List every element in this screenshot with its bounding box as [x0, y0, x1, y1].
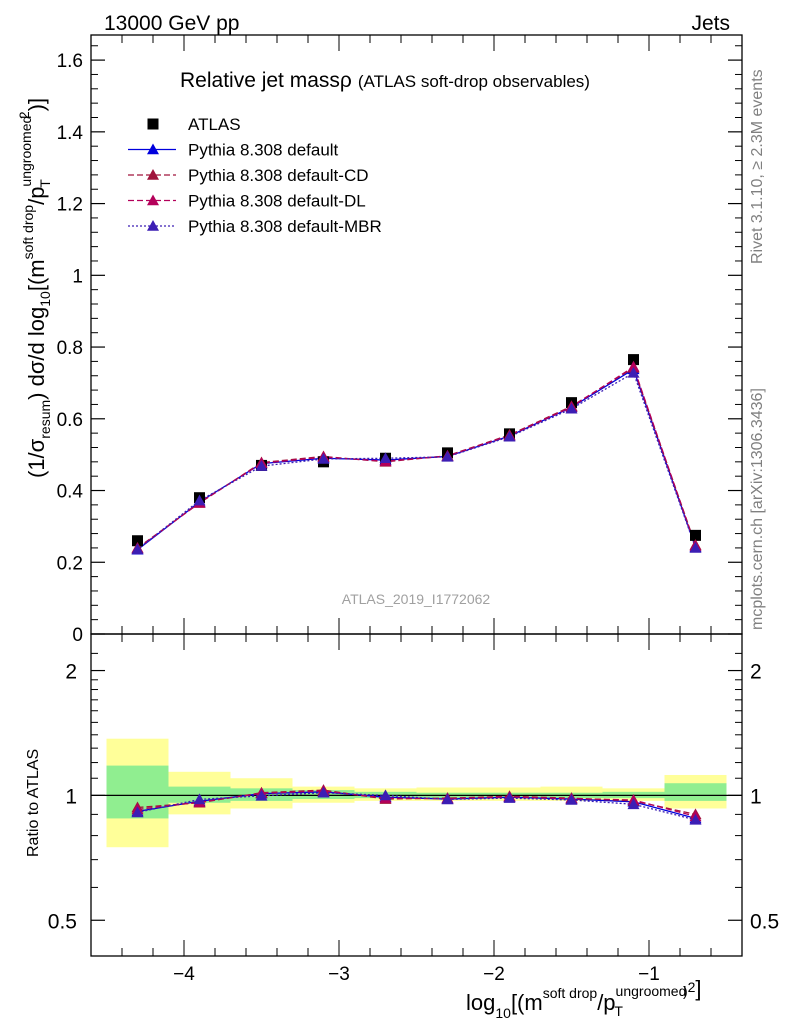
main-series-group	[131, 354, 702, 555]
ratio-point-mbr	[627, 798, 640, 810]
data-point-mbr	[193, 494, 206, 506]
rivet-label: Rivet 3.1.10, ≥ 2.3M events	[749, 69, 766, 264]
x-tick-label: −3	[328, 964, 350, 985]
legend-marker-default	[147, 143, 159, 155]
ratio-y-tick-label: 2	[65, 661, 77, 684]
legend-label-cd: Pythia 8.308 default-CD	[188, 166, 369, 185]
data-point-mbr	[379, 452, 392, 464]
y-tick-label: 0.2	[57, 553, 83, 574]
ratio-y-tick-label-right: 1	[750, 785, 762, 808]
ratio-point-mbr	[565, 793, 578, 805]
ratio-point-mbr	[379, 789, 392, 801]
ratio-point-mbr	[689, 813, 702, 825]
ratio-point-mbr	[255, 789, 268, 801]
legend-marker-cd	[147, 169, 159, 180]
x-tick-label: −1	[638, 964, 660, 985]
legend-label-mbr: Pythia 8.308 default-MBR	[188, 217, 382, 236]
y-axis-label-main: (1/σresum) dσ/d log10[(msoft drop/pungro…	[16, 98, 53, 478]
ratio-line-dl	[137, 790, 696, 818]
ratio-uncertainty-bands	[91, 738, 742, 848]
x-tick-label: −2	[483, 964, 505, 985]
y-tick-label: 1.4	[57, 123, 84, 144]
legend-marker-dl	[147, 194, 159, 206]
ratio-y-tick-label-right: 2	[750, 661, 762, 684]
y-tick-label: 0	[72, 625, 83, 646]
axis-ticks: 0 0.2 0.4 0.6 0.8 1 1.2 1.4 1.6 −4 −3 −2 −1 0.5 0.5 1 1 2…	[48, 35, 779, 985]
data-point-mbr	[503, 430, 516, 442]
ratio-y-tick-label: 1	[65, 785, 77, 808]
data-point-mbr	[627, 366, 640, 378]
legend-marker-data	[147, 118, 159, 130]
data-point-data	[690, 529, 701, 541]
series-line-mbr	[137, 371, 697, 550]
y-tick-label: 1.6	[57, 51, 83, 72]
ratio-y-tick-label-right: 0.5	[750, 910, 779, 933]
series-line-dl	[137, 365, 697, 550]
ratio-point-mbr	[441, 793, 454, 805]
header-left: 13000 GeV pp	[104, 12, 239, 35]
legend-label-default: Pythia 8.308 default	[188, 141, 339, 160]
legend-label-data: ATLAS	[188, 115, 241, 134]
ratio-line-mbr	[137, 792, 696, 821]
ratio-point-mbr	[193, 793, 206, 805]
series-line-default	[137, 368, 697, 551]
data-point-mbr	[255, 460, 268, 471]
data-point-mbr	[131, 543, 144, 555]
ratio-point-mbr	[503, 792, 516, 803]
ratio-point-mbr	[131, 806, 144, 818]
data-point-mbr	[317, 452, 330, 464]
y-tick-label: 1	[72, 266, 83, 287]
y-tick-label: 0.4	[57, 482, 84, 503]
ratio-band-inner	[664, 783, 727, 801]
mcplots-label: mcplots.cern.ch [arXiv:1306.3436]	[749, 388, 766, 630]
data-point-data	[628, 354, 639, 366]
plot-title: Relative jet massρ (ATLAS soft-drop obser…	[180, 69, 590, 92]
ratio-point-mbr	[317, 786, 330, 798]
y-axis-label-ratio: Ratio to ATLAS	[25, 749, 42, 857]
ratio-series-group	[131, 784, 702, 825]
data-point-mbr	[689, 541, 702, 553]
y-tick-label: 0.8	[57, 338, 83, 359]
x-tick-label: −4	[173, 964, 195, 985]
y-tick-label: 0.6	[57, 410, 83, 431]
data-point-data	[132, 535, 143, 547]
legend-label-dl: Pythia 8.308 default-DL	[188, 192, 366, 211]
analysis-watermark: ATLAS_2019_I1772062	[342, 591, 491, 607]
legend: ATLAS Pythia 8.308 default Pythia 8.308 de…	[128, 115, 382, 236]
data-point-dl	[627, 360, 640, 372]
ratio-y-tick-label: 0.5	[48, 910, 77, 933]
header-right: Jets	[691, 12, 730, 35]
legend-marker-mbr	[147, 220, 159, 231]
data-point-mbr	[565, 402, 578, 414]
y-tick-label: 1.2	[57, 195, 83, 216]
data-point-mbr	[441, 450, 454, 462]
